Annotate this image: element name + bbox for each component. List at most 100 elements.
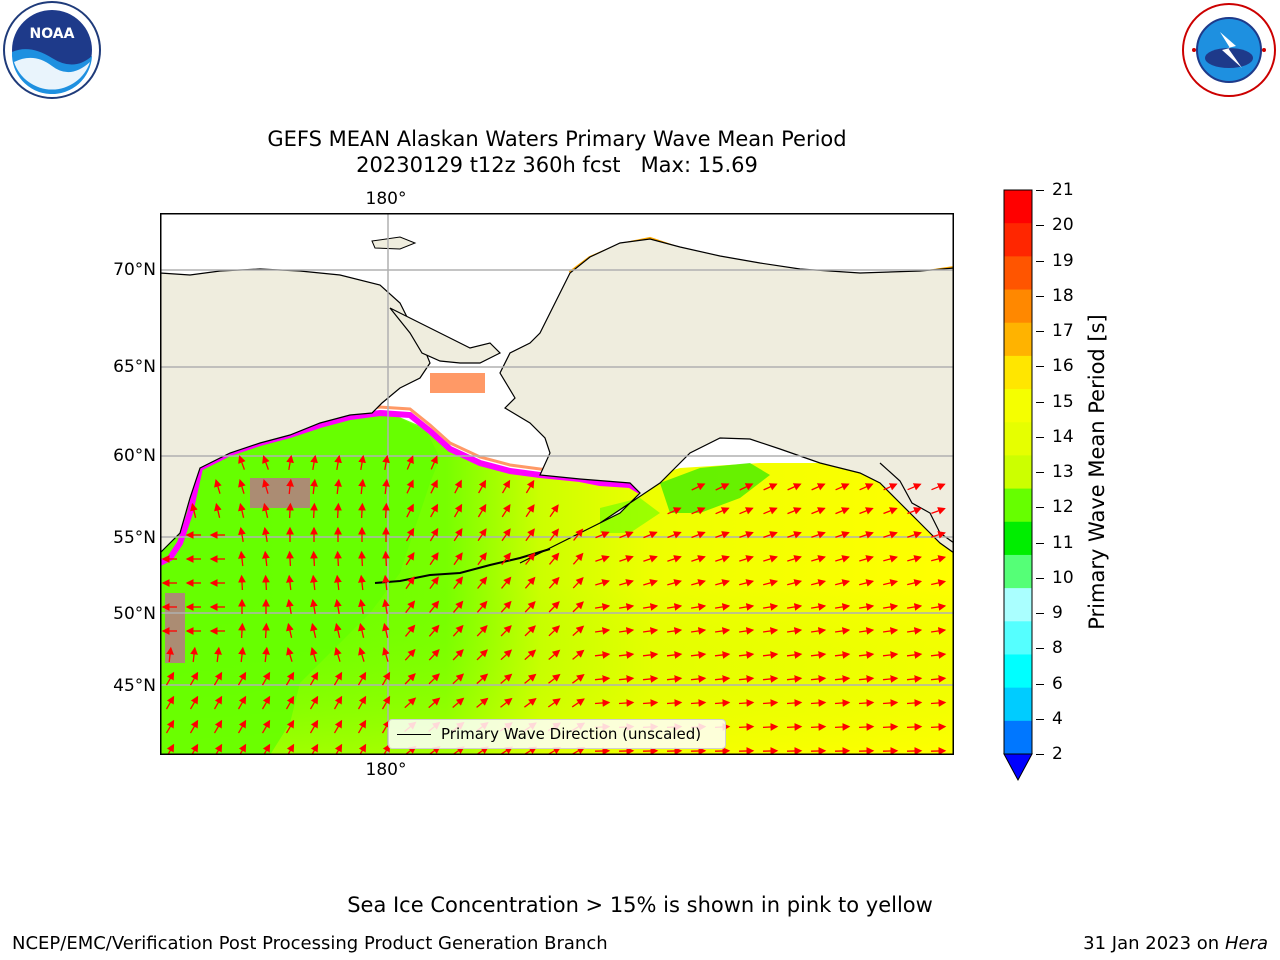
- wave-direction-arrow: [858, 723, 875, 731]
- wave-direction-arrow: [382, 502, 390, 519]
- wave-direction-arrow: [476, 649, 488, 661]
- wave-direction-arrow: [666, 699, 683, 707]
- wave-direction-arrow: [906, 699, 923, 707]
- wave-direction-arrow: [930, 651, 947, 659]
- wave-direction-arrow: [190, 502, 198, 518]
- colorbar-tick-label: 4: [1052, 708, 1063, 729]
- wave-direction-arrow: [310, 622, 318, 638]
- colorbar-tick-label: 13: [1052, 462, 1074, 482]
- wave-direction-arrow: [453, 552, 463, 566]
- wave-direction-arrow: [381, 695, 391, 710]
- wave-direction-arrow: [810, 603, 827, 611]
- wave-direction-arrow: [595, 627, 611, 635]
- wave-direction-arrow: [452, 624, 464, 637]
- wave-direction-arrow: [286, 478, 294, 495]
- wave-direction-arrow: [642, 603, 659, 611]
- wave-direction-arrow: [859, 507, 874, 515]
- wave-direction-arrow: [787, 507, 802, 515]
- wave-direction-arrow: [478, 479, 487, 494]
- wave-direction-arrow: [189, 695, 199, 710]
- wave-direction-arrow: [405, 552, 415, 566]
- wave-direction-arrow: [883, 579, 899, 587]
- wave-direction-arrow: [357, 719, 367, 734]
- wave-direction-arrow: [333, 719, 343, 734]
- wave-direction-arrow: [906, 651, 923, 659]
- wave-direction-arrow: [238, 550, 246, 567]
- colorbar-bin: [1004, 355, 1032, 390]
- wave-direction-arrow: [739, 507, 754, 515]
- wave-direction-arrow: [763, 531, 778, 539]
- map-frame: [160, 213, 954, 755]
- wave-direction-arrow: [476, 600, 488, 613]
- colorbar-tick-mark: [1036, 542, 1044, 544]
- wave-direction-arrow: [810, 723, 827, 731]
- colorbar-bin: [1004, 621, 1032, 655]
- wave-direction-arrow: [786, 723, 803, 731]
- wave-direction-arrow: [930, 699, 947, 707]
- colorbar-tick-mark: [1036, 648, 1044, 650]
- colorbar-tick-mark: [1036, 295, 1044, 297]
- wave-direction-arrow: [334, 502, 342, 519]
- wave-direction-arrow: [357, 671, 367, 686]
- wave-direction-arrow: [262, 455, 270, 470]
- wave-direction-arrow: [165, 695, 175, 710]
- date-line: 31 Jan 2023 on Hera: [1083, 933, 1268, 955]
- wave-direction-arrow: [238, 479, 246, 494]
- wave-direction-arrow: [310, 598, 318, 615]
- wave-direction-arrow: [453, 528, 463, 542]
- wave-direction-arrow: [382, 478, 390, 495]
- date-text: 31 Jan 2023 on: [1083, 933, 1225, 954]
- colorbar-bin: [1004, 488, 1032, 523]
- wave-direction-arrow: [286, 574, 294, 591]
- wave-direction-arrow: [452, 649, 464, 661]
- wave-direction-arrow: [382, 647, 390, 662]
- wave-direction-arrow: [811, 507, 826, 515]
- wave-direction-arrow: [549, 504, 559, 518]
- wave-direction-arrow: [667, 579, 682, 587]
- wave-direction-arrow: [549, 552, 560, 565]
- colorbar-tick-mark: [1036, 507, 1044, 509]
- wave-direction-arrow: [835, 483, 850, 491]
- wave-direction-arrow: [500, 649, 513, 661]
- wave-direction-arrow: [810, 699, 827, 707]
- wave-direction-arrow: [859, 555, 874, 563]
- wave-direction-arrow: [931, 507, 946, 515]
- wave-direction-arrow: [762, 603, 779, 611]
- noaa-logo-text: NOAA: [30, 26, 75, 42]
- lat-label-60: 60°N: [113, 446, 156, 466]
- wave-direction-arrow: [286, 454, 294, 471]
- credit-text: NCEP/EMC/Verification Post Processing Pr…: [12, 933, 608, 954]
- wave-direction-arrow: [477, 528, 487, 542]
- wave-direction-arrow: [883, 507, 898, 515]
- wave-direction-arrow: [261, 719, 271, 734]
- wave-direction-arrow: [835, 507, 850, 515]
- wave-direction-arrow: [525, 504, 535, 518]
- wave-direction-arrow: [882, 675, 899, 683]
- host-text: Hera: [1224, 933, 1268, 954]
- colorbar-tick-mark: [1036, 718, 1044, 720]
- nws-logo: [1180, 2, 1278, 98]
- wave-direction-arrow: [690, 675, 707, 683]
- wave-direction-arrow: [907, 507, 922, 515]
- wave-direction-arrow: [618, 699, 635, 707]
- wave-direction-arrow: [763, 483, 778, 491]
- wave-direction-arrow: [358, 598, 366, 615]
- wave-direction-arrow: [214, 479, 222, 494]
- wave-direction-arrow: [358, 478, 366, 495]
- wave-direction-arrow: [715, 483, 730, 491]
- map-panel: [158, 213, 955, 758]
- wave-direction-arrow: [882, 651, 899, 659]
- wave-direction-arrow: [858, 699, 875, 707]
- wave-direction-arrow: [906, 723, 923, 731]
- wave-direction-arrow: [334, 550, 342, 567]
- wave-direction-arrow: [406, 455, 414, 470]
- wave-direction-arrow: [549, 528, 559, 541]
- wave-direction-arrow: [906, 603, 923, 611]
- map-legend: Primary Wave Direction (unscaled): [388, 719, 726, 749]
- wave-direction-arrow: [787, 483, 802, 491]
- wave-direction-arrow: [500, 673, 513, 684]
- wave-direction-arrow: [310, 574, 318, 591]
- wave-direction-arrow: [333, 671, 343, 686]
- wave-direction-arrow: [285, 671, 295, 686]
- wave-direction-arrow: [428, 648, 440, 661]
